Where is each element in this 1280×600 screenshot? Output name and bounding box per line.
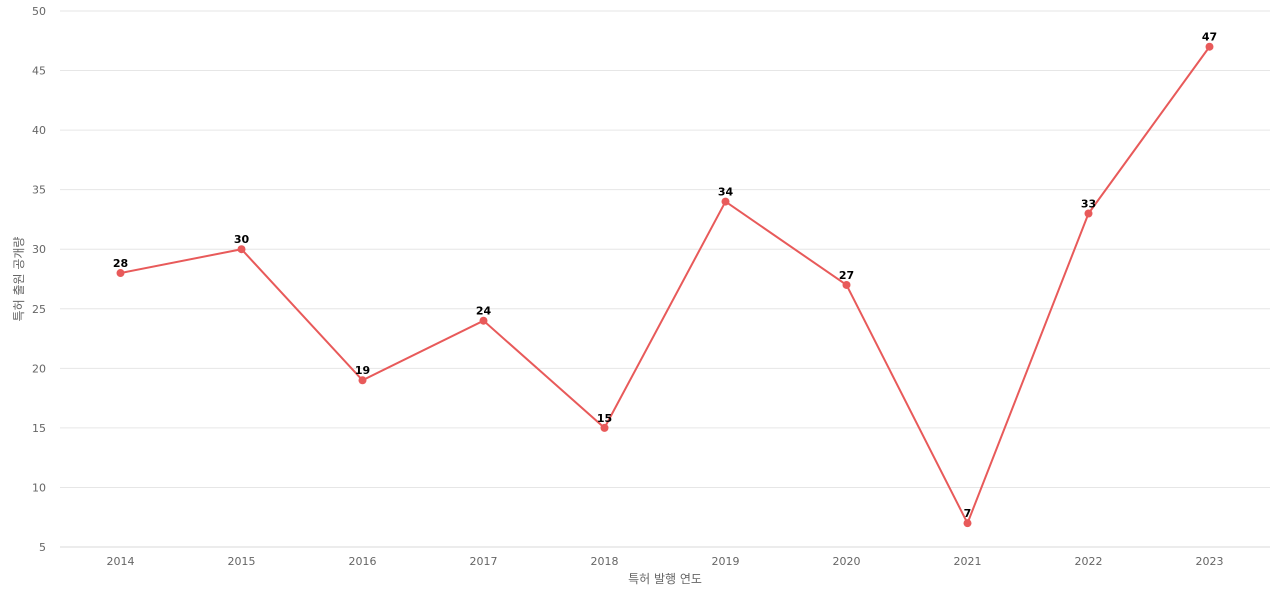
data-label-2015: 30 [234, 233, 250, 246]
y-tick-label-20: 20 [32, 362, 46, 375]
data-point-2014 [116, 269, 125, 278]
data-label-2019: 34 [718, 186, 734, 199]
data-point-2018 [600, 423, 609, 432]
y-tick-label-15: 15 [32, 422, 46, 435]
data-point-2022 [1084, 209, 1093, 218]
x-axis-ticks: 2014 2015 2016 2017 2018 2019 2020 2021 2022 2023 [107, 555, 1224, 568]
x-tick-label-2014: 2014 [107, 555, 135, 568]
x-tick-label-2017: 2017 [470, 555, 498, 568]
data-point-2021 [963, 519, 972, 528]
data-label-2016: 19 [355, 364, 370, 377]
x-tick-label-2018: 2018 [591, 555, 619, 568]
data-label-2021: 7 [964, 507, 972, 520]
x-tick-label-2021: 2021 [954, 555, 982, 568]
y-tick-label-30: 30 [32, 243, 46, 256]
series-line [120, 46, 1211, 526]
y-tick-label-25: 25 [32, 303, 46, 316]
y-tick-label-45: 45 [32, 65, 46, 78]
x-tick-label-2020: 2020 [833, 555, 861, 568]
gridlines [60, 10, 1270, 488]
data-point-2016 [358, 376, 367, 385]
data-point-2017 [479, 316, 488, 325]
data-label-2020: 27 [839, 269, 854, 282]
data-point-2020 [842, 280, 851, 289]
data-label-2014: 28 [113, 257, 128, 270]
y-tick-label-35: 35 [32, 184, 46, 197]
x-tick-label-2015: 2015 [228, 555, 256, 568]
x-tick-label-2019: 2019 [712, 555, 740, 568]
data-label-2023: 47 [1202, 31, 1217, 44]
x-tick-label-2023: 2023 [1196, 555, 1224, 568]
data-labels: 28 30 19 24 15 34 27 7 33 47 [113, 31, 1217, 520]
data-point-2023 [1205, 42, 1214, 51]
data-label-2022: 33 [1081, 197, 1096, 210]
y-tick-label-5: 5 [39, 541, 46, 554]
y-axis-title: 특허 출원 공개량 [12, 237, 26, 322]
y-tick-label-40: 40 [32, 124, 46, 137]
data-label-2018: 15 [597, 412, 612, 425]
data-point-2019 [721, 197, 730, 206]
y-tick-label-10: 10 [32, 481, 46, 494]
x-tick-label-2022: 2022 [1075, 555, 1103, 568]
data-label-2017: 24 [476, 305, 492, 318]
y-tick-label-50: 50 [32, 5, 46, 18]
x-tick-label-2016: 2016 [349, 555, 377, 568]
data-points [116, 42, 1214, 528]
y-axis-ticks: 5 10 15 20 25 30 35 40 45 50 [32, 5, 46, 554]
x-axis-title: 특허 발행 연도 [628, 571, 702, 586]
data-point-2015 [237, 245, 246, 254]
